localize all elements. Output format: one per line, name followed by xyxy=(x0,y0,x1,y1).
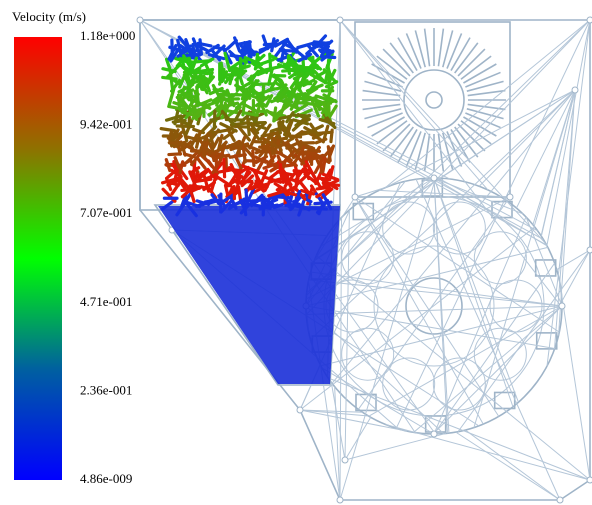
particle xyxy=(256,54,257,67)
legend-title: Velocity (m/s) xyxy=(12,9,86,24)
particle xyxy=(264,44,276,45)
mesh-edge xyxy=(340,217,342,500)
gear-center xyxy=(426,92,442,108)
mesh-node xyxy=(337,17,343,23)
gear-fin xyxy=(364,109,401,119)
gear-fin xyxy=(415,30,425,67)
mesh-edge xyxy=(526,217,562,306)
particle xyxy=(310,208,326,209)
mesh-edge xyxy=(516,90,575,208)
particle xyxy=(253,151,254,165)
mesh-edge xyxy=(434,178,547,246)
legend-tick-label: 7.07e-001 xyxy=(80,205,132,220)
mesh-edge xyxy=(560,281,590,480)
particle xyxy=(232,126,246,127)
gear-fin xyxy=(363,104,401,109)
mesh-edge xyxy=(300,410,407,431)
particle xyxy=(309,150,319,151)
mesh-edge xyxy=(315,90,575,260)
gear-fin xyxy=(364,81,401,91)
legend-tick-label: 9.42e-001 xyxy=(80,117,132,132)
simulation-view: Velocity (m/s) 1.18e+000 9.42e-001 7.07e-0… xyxy=(0,0,592,505)
particle xyxy=(282,50,284,61)
mesh-node xyxy=(431,431,437,437)
particle xyxy=(170,143,187,144)
particle xyxy=(214,138,219,147)
mesh-node xyxy=(507,194,513,200)
mesh-node xyxy=(572,87,578,93)
mesh-edge xyxy=(562,250,590,301)
mesh-node xyxy=(587,477,592,483)
mesh-edge xyxy=(385,20,590,188)
gear-box xyxy=(355,22,510,197)
legend-tick-label: 1.18e+000 xyxy=(80,28,135,43)
particle xyxy=(228,41,237,49)
particle-bed xyxy=(158,206,340,384)
particle xyxy=(330,167,332,177)
mesh-node xyxy=(557,497,563,503)
gear-fin xyxy=(443,30,453,67)
mesh-node xyxy=(587,247,592,253)
particle xyxy=(324,184,339,186)
mesh-node xyxy=(342,457,348,463)
legend-tick-label: 4.86e-009 xyxy=(80,471,132,486)
gear-fin xyxy=(425,29,430,67)
particle xyxy=(214,111,215,128)
particle xyxy=(231,55,244,57)
mesh-node xyxy=(337,497,343,503)
mesh-edge xyxy=(331,382,345,460)
particle xyxy=(169,154,181,155)
mesh-node xyxy=(587,17,592,23)
legend-tick-label: 2.36e-001 xyxy=(80,382,132,397)
legend-tick-label: 4.71e-001 xyxy=(80,294,132,309)
particle xyxy=(246,190,247,203)
particles xyxy=(158,36,340,384)
particle xyxy=(224,160,225,177)
particle xyxy=(331,130,332,142)
particle xyxy=(293,94,305,96)
mesh-edge xyxy=(386,424,590,480)
mesh-node xyxy=(297,407,303,413)
particle xyxy=(286,204,299,205)
mesh-node xyxy=(559,303,565,309)
particle xyxy=(205,200,220,202)
mesh-node xyxy=(137,17,143,23)
particle xyxy=(243,113,257,115)
gear-fin xyxy=(438,29,443,67)
mesh-edge xyxy=(414,306,562,432)
particle xyxy=(190,186,207,188)
gear-fin xyxy=(468,91,506,96)
particle xyxy=(170,71,172,89)
color-bar xyxy=(14,37,62,480)
particle xyxy=(326,71,328,81)
particle xyxy=(196,72,208,73)
particle xyxy=(240,58,241,71)
particle xyxy=(277,100,292,102)
mesh-edge xyxy=(340,20,546,244)
particle xyxy=(324,102,326,115)
particle xyxy=(266,142,268,156)
mesh-edge xyxy=(345,210,349,460)
particle xyxy=(279,123,281,133)
particle xyxy=(269,172,278,179)
mesh-edge xyxy=(396,20,590,428)
gear-fin xyxy=(467,81,504,91)
particle xyxy=(283,70,296,71)
drum-pocket xyxy=(495,392,515,408)
mesh-node xyxy=(352,194,358,200)
mesh-edge xyxy=(345,433,446,460)
particle xyxy=(293,115,309,116)
particle xyxy=(319,178,330,180)
mesh-node xyxy=(431,175,437,181)
gear-fin xyxy=(467,109,504,119)
mesh-edge xyxy=(465,430,560,500)
